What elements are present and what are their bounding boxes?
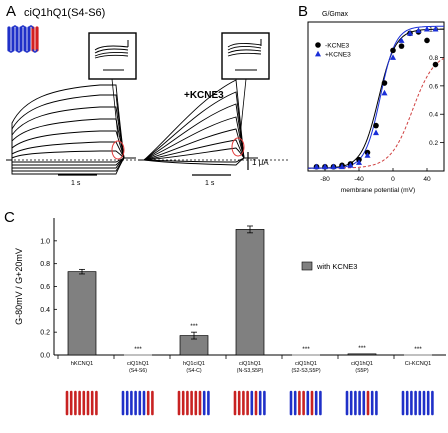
bar-y-tick-label: 0.2 — [40, 330, 50, 337]
gv-point-kcne3-plus — [373, 129, 379, 136]
panel-b-letter: B — [298, 3, 308, 20]
significance-marker: *** — [358, 345, 366, 352]
gv-x-axis-label: membrane potential (mV) — [341, 187, 415, 194]
gv-point-kcne3-plus — [390, 54, 396, 60]
gv-point-kcne3-minus — [381, 80, 388, 86]
gv-point-kcne3-minus — [373, 122, 379, 129]
significance-marker: *** — [190, 323, 198, 330]
gv-point-kcne3-plus — [364, 152, 371, 158]
gv-legend-label: +KCNE3 — [325, 52, 351, 59]
gv-x-tick-label: -80 — [320, 176, 330, 183]
bar-y-tick-label: 0.0 — [40, 353, 50, 360]
gv-point-kcne3-minus — [424, 37, 430, 44]
bar — [67, 271, 97, 356]
gv-point-kcne3-plus — [356, 159, 362, 165]
bar-y-tick-label: 0.8 — [40, 261, 50, 268]
left-tail-inset — [88, 32, 137, 80]
gv-legend-label: -KCNE3 — [325, 43, 350, 50]
gv-x-tick-label: 0 — [391, 176, 395, 183]
gv-plot: G/Gmax membrane potential (mV) 0.2 0.4 0.6 0.… — [307, 11, 445, 194]
gv-point-kcne3-plus — [330, 163, 337, 170]
construct-topology-icon — [345, 390, 378, 416]
gv-plot-frame — [307, 21, 445, 172]
bar-category-label: ciQ1hQ1 — [127, 361, 149, 367]
gv-x-tick-label: 40 — [423, 176, 431, 183]
right-tail-inset — [221, 32, 270, 80]
bar-y-tick-label: 1.0 — [40, 238, 50, 245]
bar — [235, 229, 265, 356]
gv-point-kcne3-plus — [339, 163, 345, 170]
bar-category-sublabel: (N-S3,S5P) — [237, 368, 264, 374]
ratio-bar-chart: 0.0 0.2 0.4 0.6 0.8 1.0 G-80mV / G+20mV with KC… — [14, 218, 446, 374]
construct-topology-icon — [121, 390, 154, 416]
time-scale-label-right: 1 s — [205, 180, 215, 187]
gv-y-tick-label: 0.2 — [429, 140, 438, 147]
tail-highlight-right — [231, 137, 245, 157]
gv-point-kcne3-minus — [432, 61, 439, 68]
current-traces-left — [6, 84, 136, 175]
gv-point-kcne3-plus — [432, 25, 439, 32]
panel-c-letter: C — [4, 209, 15, 226]
gv-point-kcne3-plus — [424, 25, 430, 32]
gv-point-kcne3-minus — [390, 47, 396, 54]
panel-b: B G/Gmax membrane potential (mV) 0.2 0.4 0.6… — [298, 3, 445, 194]
gv-point-kcne3-plus — [381, 89, 388, 96]
gv-legend-marker — [315, 50, 321, 57]
panel-a-letter: A — [6, 3, 16, 20]
time-scale-label-left: 1 s — [71, 180, 81, 187]
current-scale-label: 1 μA — [252, 158, 269, 167]
bar-category-sublabel: (S2-S3,S5P) — [291, 368, 320, 374]
bar-category-label: ciQ1hQ1 — [351, 361, 373, 367]
kcne3-condition-label: +KCNE3 — [184, 90, 224, 101]
panel-a: A ciQ1hQ1(S4-S6) +KCNE3 — [6, 3, 290, 187]
gv-legend-marker — [315, 42, 321, 48]
gv-point-kcne3-plus — [398, 37, 405, 43]
gv-x-tick-label: -40 — [354, 176, 364, 183]
gv-point-kcne3-plus — [347, 162, 354, 168]
gv-point-kcne3-minus — [398, 43, 405, 49]
bar-category-sublabel: (S4-C) — [186, 368, 202, 374]
panel-a-title: ciQ1hQ1(S4-S6) — [24, 7, 105, 19]
construct-topology-icon — [233, 390, 266, 416]
bar-legend-swatch — [301, 261, 313, 271]
bar-category-label: hQ1ciQ1 — [183, 361, 205, 367]
bar-category-sublabel: (S5P) — [355, 368, 369, 374]
gv-point-kcne3-plus — [415, 27, 422, 33]
bar-y-tick-label: 0.4 — [40, 307, 50, 314]
gv-fit-curve — [308, 28, 444, 169]
gv-y-tick-label: 0.4 — [429, 112, 438, 119]
current-traces-right — [138, 79, 258, 166]
panel-c: C 0.0 0.2 0.4 0.6 0.8 1.0 G-80mV / G+20mV with … — [4, 209, 446, 416]
gv-point-kcne3-plus — [322, 163, 328, 170]
construct-topology-icon — [177, 390, 210, 416]
bar-y-tick-label: 0.6 — [40, 284, 50, 291]
construct-topology-icon — [65, 390, 98, 416]
construct-topology-icon — [401, 390, 434, 416]
significance-marker: *** — [414, 346, 422, 353]
significance-marker: *** — [134, 346, 142, 353]
bar-category-sublabel: (S4-S6) — [129, 368, 147, 374]
channel-topology-icon — [7, 25, 39, 53]
gv-point-kcne3-plus — [407, 30, 413, 36]
gv-reference-curve — [308, 57, 445, 169]
significance-marker: *** — [302, 346, 310, 353]
gv-point-kcne3-plus — [313, 163, 320, 170]
bar-y-axis-label: G-80mV / G+20mV — [14, 248, 24, 325]
bar — [347, 353, 377, 356]
gv-fit-curve — [307, 25, 444, 169]
gv-y-tick-label: 0.6 — [429, 83, 438, 90]
bar-category-label: hKCNQ1 — [71, 361, 93, 367]
bar-category-label: ciQ1hQ1 — [239, 361, 261, 367]
tail-highlight-left — [111, 140, 125, 160]
construct-topology-icon — [289, 390, 322, 416]
gv-y-tick-label: 0.8 — [429, 55, 438, 62]
bar-category-label: Ci-KCNQ1 — [405, 361, 431, 367]
bar-legend-label: with KCNE3 — [316, 262, 357, 271]
bar-category-label: ciQ1hQ1 — [295, 361, 317, 367]
gv-y-axis-label: G/Gmax — [322, 11, 349, 18]
construct-topology-icons — [65, 390, 434, 416]
